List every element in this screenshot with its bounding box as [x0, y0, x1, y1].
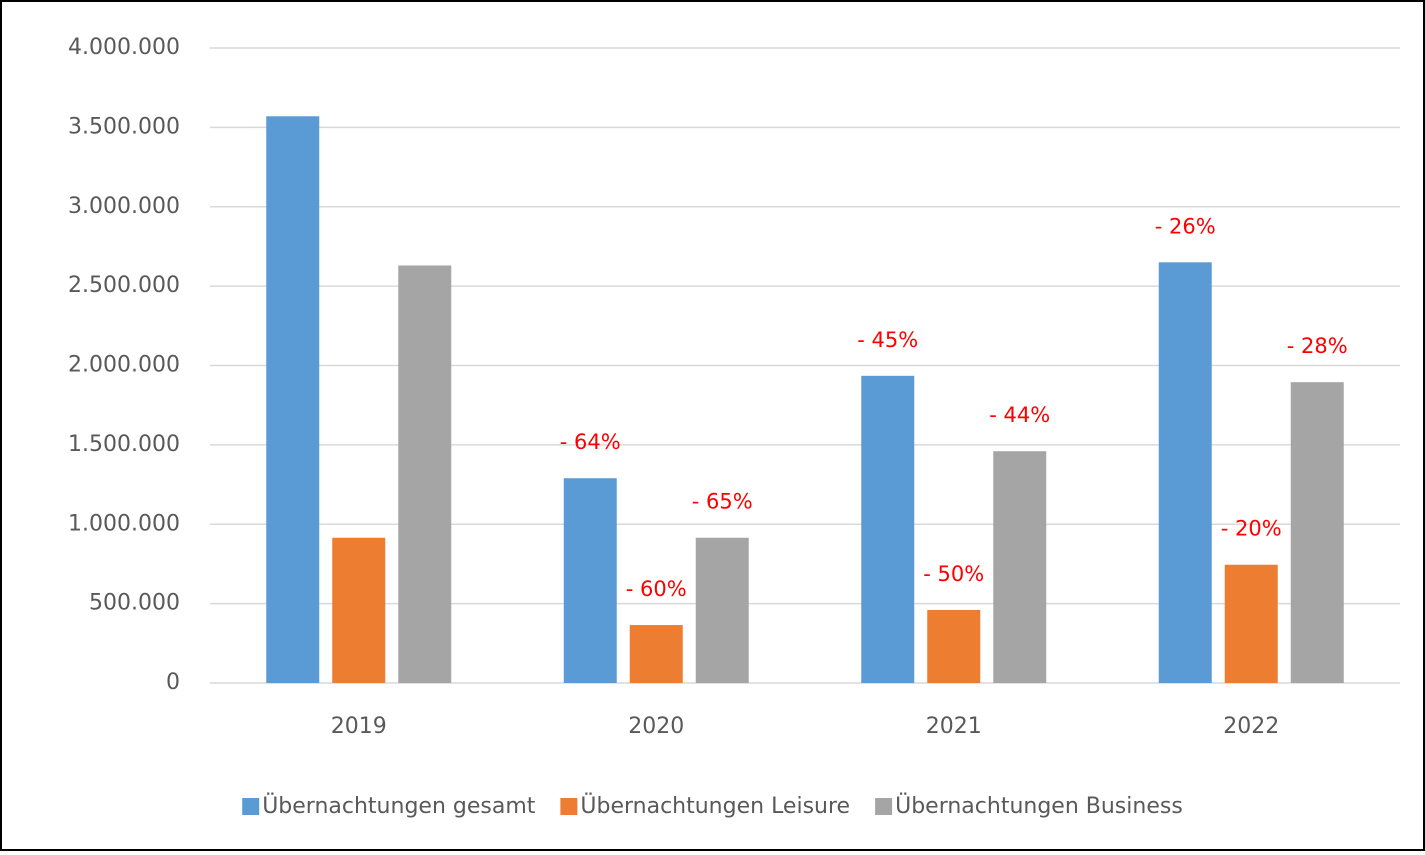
y-tick-label: 3.000.000 — [68, 194, 180, 219]
x-tick-label: 2019 — [331, 714, 387, 739]
y-tick-label: 0 — [166, 670, 180, 695]
bar — [266, 116, 320, 683]
y-tick-label: 1.000.000 — [68, 511, 180, 536]
bar — [861, 375, 915, 683]
change-label: - 64% — [560, 430, 621, 454]
x-tick-label: 2020 — [628, 714, 684, 739]
bar — [332, 537, 386, 683]
y-tick-label: 500.000 — [89, 591, 180, 616]
bar — [398, 265, 452, 683]
bar — [1158, 262, 1212, 683]
bar — [1224, 564, 1278, 683]
legend-label: Übernachtungen Leisure — [580, 793, 850, 819]
change-label: - 50% — [923, 562, 984, 586]
bar — [563, 478, 617, 683]
x-tick-label: 2021 — [926, 714, 982, 739]
x-tick-label: 2022 — [1223, 714, 1279, 739]
y-tick-label: 2.500.000 — [68, 273, 180, 298]
change-label: - 28% — [1287, 334, 1348, 358]
bar — [993, 451, 1047, 683]
bar — [695, 537, 749, 683]
change-label: - 44% — [989, 403, 1050, 427]
bar — [927, 609, 981, 683]
legend-swatch — [875, 798, 893, 815]
legend-swatch — [242, 798, 260, 815]
y-tick-label: 3.500.000 — [68, 114, 180, 139]
legend-swatch — [560, 798, 578, 815]
legend-label: Übernachtungen Business — [895, 793, 1183, 819]
change-label: - 65% — [692, 490, 753, 514]
legend-label: Übernachtungen gesamt — [262, 793, 536, 819]
change-label: - 60% — [626, 577, 687, 601]
change-label: - 20% — [1221, 517, 1282, 541]
y-tick-label: 1.500.000 — [68, 432, 180, 457]
change-label: - 45% — [857, 328, 918, 352]
y-tick-label: 2.000.000 — [68, 353, 180, 378]
change-label: - 26% — [1155, 214, 1216, 238]
bar — [1290, 382, 1344, 683]
y-tick-label: 4.000.000 — [68, 35, 180, 60]
bar — [629, 625, 683, 683]
